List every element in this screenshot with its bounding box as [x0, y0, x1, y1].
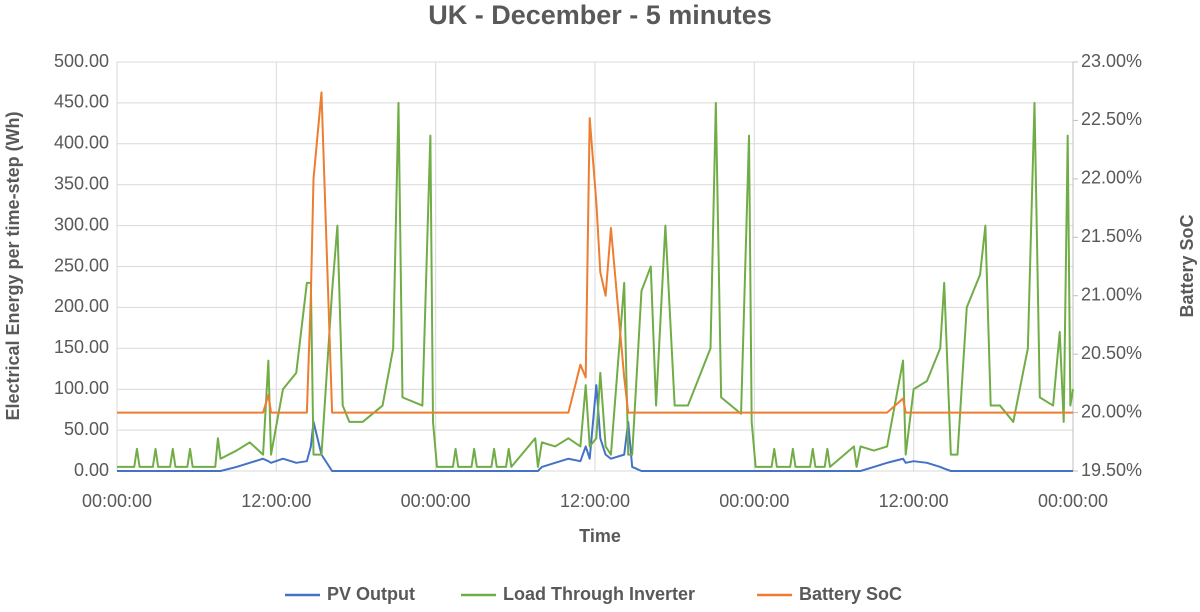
x-tick-label: 00:00:00	[719, 491, 789, 511]
y-tick-label: 450.00	[54, 92, 109, 112]
y-tick-label: 200.00	[54, 296, 109, 316]
y2-tick-label: 22.00%	[1081, 168, 1142, 188]
data-line	[117, 101, 1074, 468]
y2-tick-label: 21.00%	[1081, 284, 1142, 304]
y-tick-label: 50.00	[64, 419, 109, 439]
x-axis-label: Time	[579, 526, 621, 546]
x-tick-label: 00:00:00	[82, 491, 152, 511]
y-tick-label: 400.00	[54, 133, 109, 153]
y2-tick-label: 23.00%	[1081, 51, 1142, 71]
data-line	[117, 384, 1073, 472]
x-tick-label: 00:00:00	[401, 491, 471, 511]
legend-label: Battery SoC	[799, 584, 902, 604]
y2-tick-label: 20.50%	[1081, 343, 1142, 363]
data-line	[117, 91, 1073, 414]
y-tick-label: 300.00	[54, 214, 109, 234]
legend-label: Load Through Inverter	[503, 584, 695, 604]
y2-tick-label: 19.50%	[1081, 460, 1142, 480]
y2-tick-label: 20.00%	[1081, 401, 1142, 421]
y2-tick-label: 22.50%	[1081, 109, 1142, 129]
x-tick-label: 12:00:00	[560, 491, 630, 511]
x-tick-label: 12:00:00	[879, 491, 949, 511]
y-tick-label: 100.00	[54, 378, 109, 398]
y-axis-label: Electrical Energy per time-step (Wh)	[3, 111, 23, 420]
y-tick-label: 150.00	[54, 337, 109, 357]
y-tick-label: 0.00	[74, 460, 109, 480]
y-tick-label: 250.00	[54, 255, 109, 275]
y-tick-label: 500.00	[54, 51, 109, 71]
y2-tick-label: 21.50%	[1081, 226, 1142, 246]
y-tick-label: 350.00	[54, 173, 109, 193]
x-tick-label: 12:00:00	[241, 491, 311, 511]
x-tick-label: 00:00:00	[1038, 491, 1108, 511]
chart-title: UK - December - 5 minutes	[428, 0, 772, 30]
legend-label: PV Output	[327, 584, 415, 604]
y2-axis-label: Battery SoC	[1177, 214, 1197, 317]
